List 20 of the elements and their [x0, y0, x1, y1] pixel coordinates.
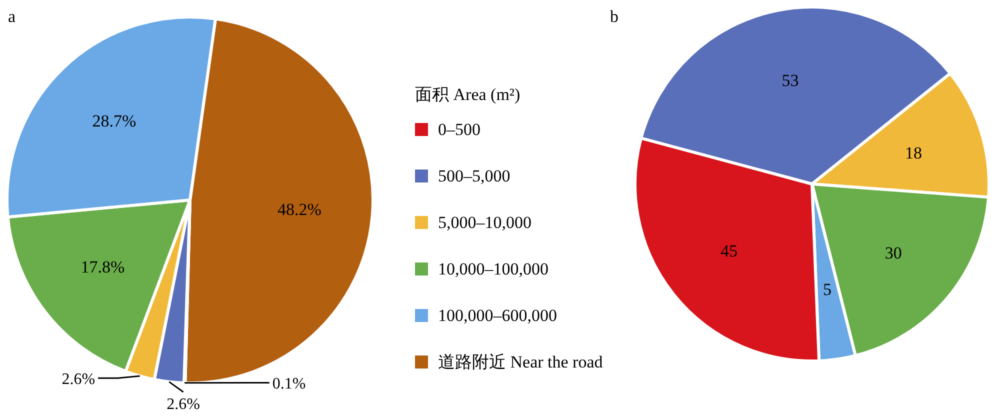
legend-label: 5,000–10,000	[438, 213, 532, 232]
data-label: 2.6%	[166, 396, 200, 414]
legend-label: 500–5,000	[438, 166, 510, 186]
data-label: 2.6%	[62, 371, 96, 388]
data-label: 17.8%	[80, 258, 125, 277]
data-label: 45	[720, 241, 738, 260]
chart-title: b	[610, 7, 618, 26]
data-label: 30	[884, 243, 902, 262]
data-label: 18	[904, 144, 922, 163]
legend-label: 0–500	[438, 120, 480, 139]
data-label: 5	[822, 280, 832, 300]
data-label: 0.1%	[272, 376, 306, 393]
chart-title: a	[8, 7, 16, 26]
legend-label: 道路附近 Near the road	[438, 352, 604, 372]
data-label: 48.2%	[277, 200, 322, 220]
legend-title: 面积 Area (m²)	[415, 85, 520, 104]
legend-label: 100,000–600,000	[438, 306, 557, 325]
legend-label: 10,000–100,000	[438, 260, 548, 278]
data-label: 53	[782, 71, 799, 90]
data-label: 28.7%	[92, 112, 136, 131]
